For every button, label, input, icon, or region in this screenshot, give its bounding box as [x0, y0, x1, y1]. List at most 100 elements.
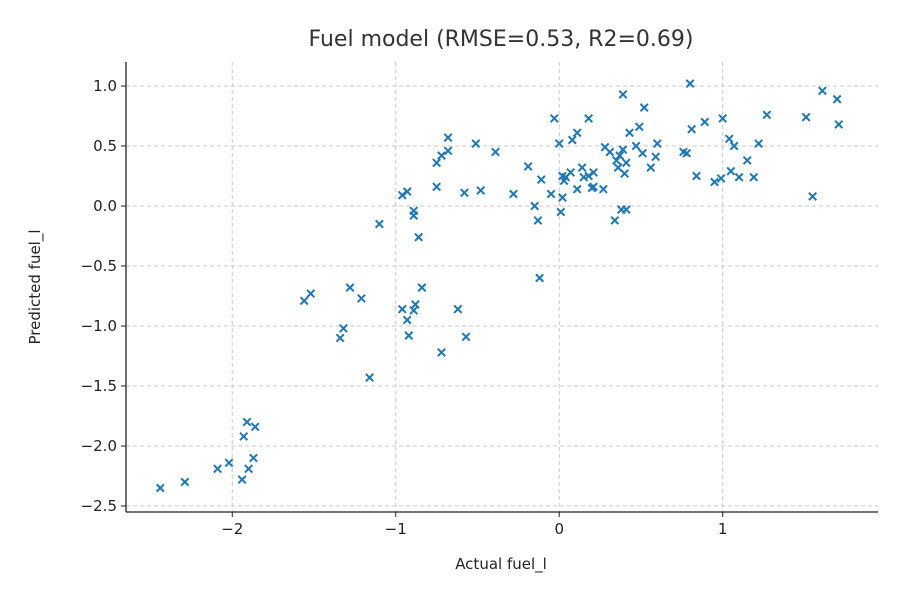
data-point [306, 289, 316, 299]
grid-lines [126, 62, 878, 512]
data-point [651, 152, 661, 162]
data-point [437, 151, 446, 161]
data-point [523, 161, 533, 171]
y-tick-label: 0.5 [93, 137, 117, 155]
y-tick-label: −0.5 [81, 257, 117, 275]
data-point [718, 113, 728, 123]
data-point [345, 283, 355, 293]
y-tick-label: 1.0 [93, 77, 117, 95]
data-point [339, 323, 348, 333]
data-point [584, 113, 594, 123]
data-point [832, 94, 842, 104]
y-axis-label: Predicted fuel_l [26, 229, 45, 344]
data-point [801, 112, 811, 122]
data-point [180, 477, 190, 487]
data-point [535, 273, 545, 283]
data-point [409, 305, 419, 315]
data-point [605, 147, 615, 157]
data-point [224, 458, 234, 468]
data-point [572, 184, 582, 194]
data-point [461, 332, 471, 342]
data-point [742, 155, 752, 165]
data-point [476, 185, 486, 195]
data-point [213, 464, 222, 474]
data-point [631, 141, 641, 151]
data-point [652, 139, 662, 149]
x-tick-label: 1 [718, 520, 728, 538]
data-point [417, 283, 427, 293]
data-point [556, 207, 566, 217]
x-axis-label: Actual fuel_l [455, 555, 547, 574]
data-point [432, 182, 442, 192]
data-point [625, 128, 634, 138]
data-point [402, 187, 412, 197]
data-point [509, 189, 518, 199]
data-point [443, 133, 453, 143]
data-point [589, 182, 598, 192]
data-point [834, 119, 844, 129]
data-point [402, 315, 412, 325]
data-point [612, 155, 621, 165]
data-point [471, 139, 481, 149]
data-point [808, 191, 818, 201]
data-point [687, 124, 697, 134]
data-point [558, 193, 567, 203]
data-point [242, 417, 252, 427]
data-point [239, 431, 249, 441]
y-tick-label: −1.0 [81, 317, 117, 335]
data-point [410, 299, 420, 309]
data-point [639, 103, 649, 113]
data-point [437, 347, 446, 357]
y-tick-label: −2.0 [81, 437, 117, 455]
data-point [700, 117, 710, 127]
data-point [749, 172, 759, 182]
data-point [621, 205, 631, 215]
data-point [250, 422, 260, 432]
data-point [613, 163, 623, 173]
data-point [754, 139, 764, 149]
data-point [620, 169, 630, 179]
data-point [414, 232, 424, 242]
data-point [459, 188, 469, 198]
data-point [598, 184, 608, 194]
data-point [618, 89, 628, 99]
data-point [726, 166, 736, 176]
y-tick-label: 0.0 [93, 197, 117, 215]
data-point [397, 304, 407, 314]
data-point [404, 331, 414, 341]
data-point [729, 141, 739, 151]
data-point [734, 172, 744, 182]
data-point [533, 215, 543, 225]
data-point [716, 173, 726, 183]
data-point [682, 148, 692, 158]
data-point [536, 175, 546, 185]
data-point [356, 293, 366, 303]
y-tick-label: −2.5 [81, 497, 117, 515]
data-point [692, 171, 701, 181]
y-ticks: −2.5 −2.0 −1.5 −1.0 −0.5 0.0 0.5 1.0 [81, 77, 126, 515]
data-point [610, 215, 620, 225]
data-point [621, 158, 631, 168]
data-point [634, 122, 644, 132]
data-point [365, 373, 374, 383]
data-point [299, 296, 309, 306]
data-point [618, 145, 628, 155]
y-tick-label: −1.5 [81, 377, 117, 395]
data-point [443, 146, 453, 156]
data-point [546, 189, 556, 199]
data-point [638, 148, 648, 158]
x-tick-label: 0 [554, 520, 564, 538]
data-point [577, 163, 587, 173]
data-point [572, 128, 582, 138]
data-point [615, 151, 625, 161]
data-point [374, 219, 384, 229]
x-tick-label: −2 [221, 520, 243, 538]
data-points [155, 79, 844, 493]
data-point [818, 86, 827, 96]
data-point [249, 453, 258, 463]
data-point [335, 333, 345, 343]
data-point [549, 113, 559, 123]
data-point [566, 167, 576, 177]
x-tick-label: −1 [385, 520, 407, 538]
